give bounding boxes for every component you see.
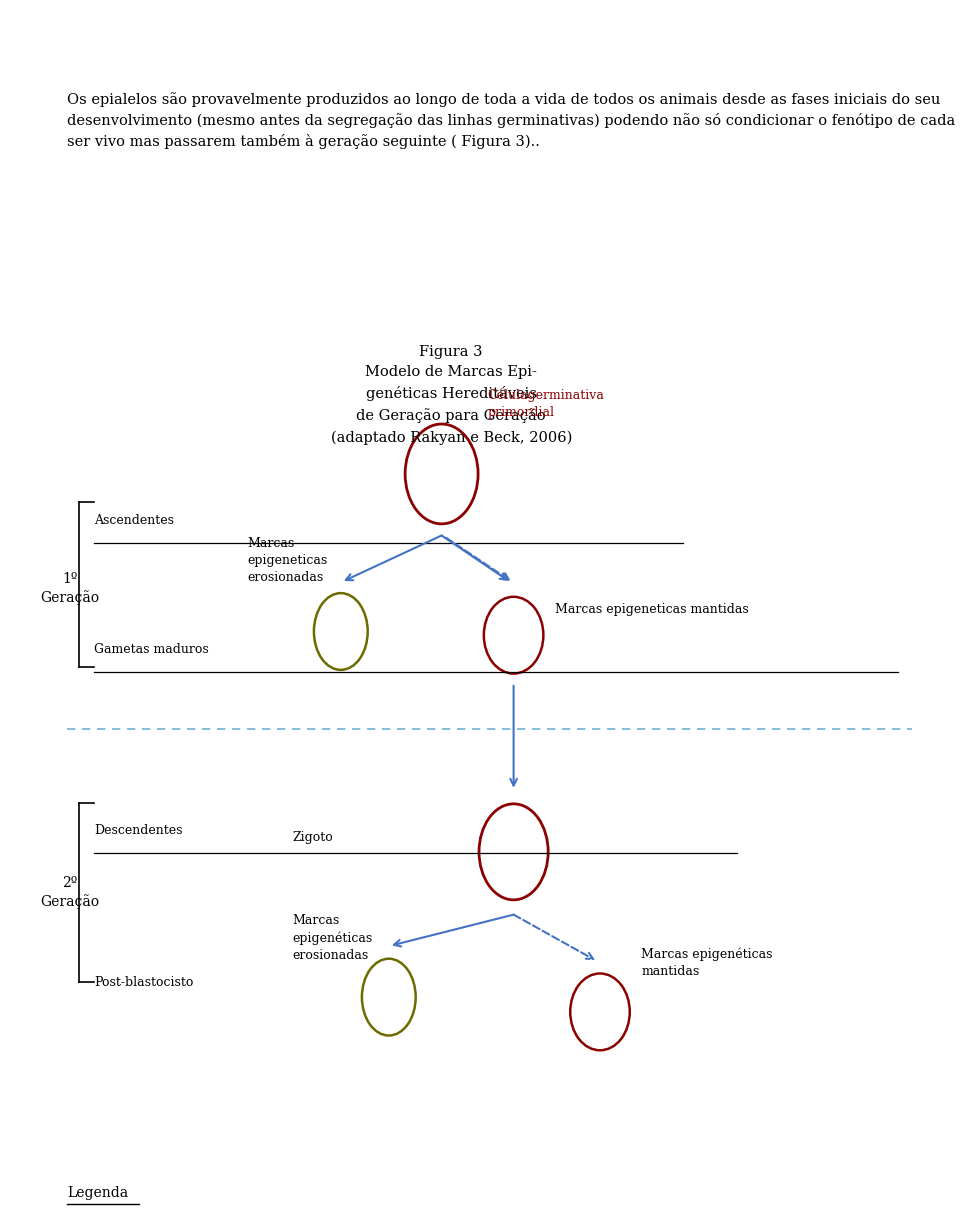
Text: Descendentes: Descendentes bbox=[94, 825, 182, 837]
Text: Célulagerminativa
primordial: Célulagerminativa primordial bbox=[488, 388, 605, 419]
Text: Marcas
epigeneticas
erosionadas: Marcas epigeneticas erosionadas bbox=[248, 537, 328, 583]
Text: Marcas epigenéticas
mantidas: Marcas epigenéticas mantidas bbox=[641, 948, 773, 977]
Text: 2º
Geração: 2º Geração bbox=[40, 876, 100, 908]
Text: Zigoto: Zigoto bbox=[293, 831, 333, 843]
Text: Os epialelos são provavelmente produzidos ao longo de toda a vida de todos os an: Os epialelos são provavelmente produzido… bbox=[67, 92, 955, 149]
Text: Figura 3
Modelo de Marcas Epi-
genéticas Hereditáveis
de Geração para Geração
(a: Figura 3 Modelo de Marcas Epi- genéticas… bbox=[330, 345, 572, 444]
Text: Marcas
epigenéticas
erosionadas: Marcas epigenéticas erosionadas bbox=[293, 915, 373, 961]
Text: Ascendentes: Ascendentes bbox=[94, 515, 174, 527]
Text: 1º
Geração: 1º Geração bbox=[40, 572, 100, 604]
Text: Gametas maduros: Gametas maduros bbox=[94, 644, 209, 656]
Text: Marcas epigeneticas mantidas: Marcas epigeneticas mantidas bbox=[555, 603, 749, 616]
Text: Legenda: Legenda bbox=[67, 1187, 129, 1200]
Text: Post-blastocisto: Post-blastocisto bbox=[94, 976, 194, 988]
